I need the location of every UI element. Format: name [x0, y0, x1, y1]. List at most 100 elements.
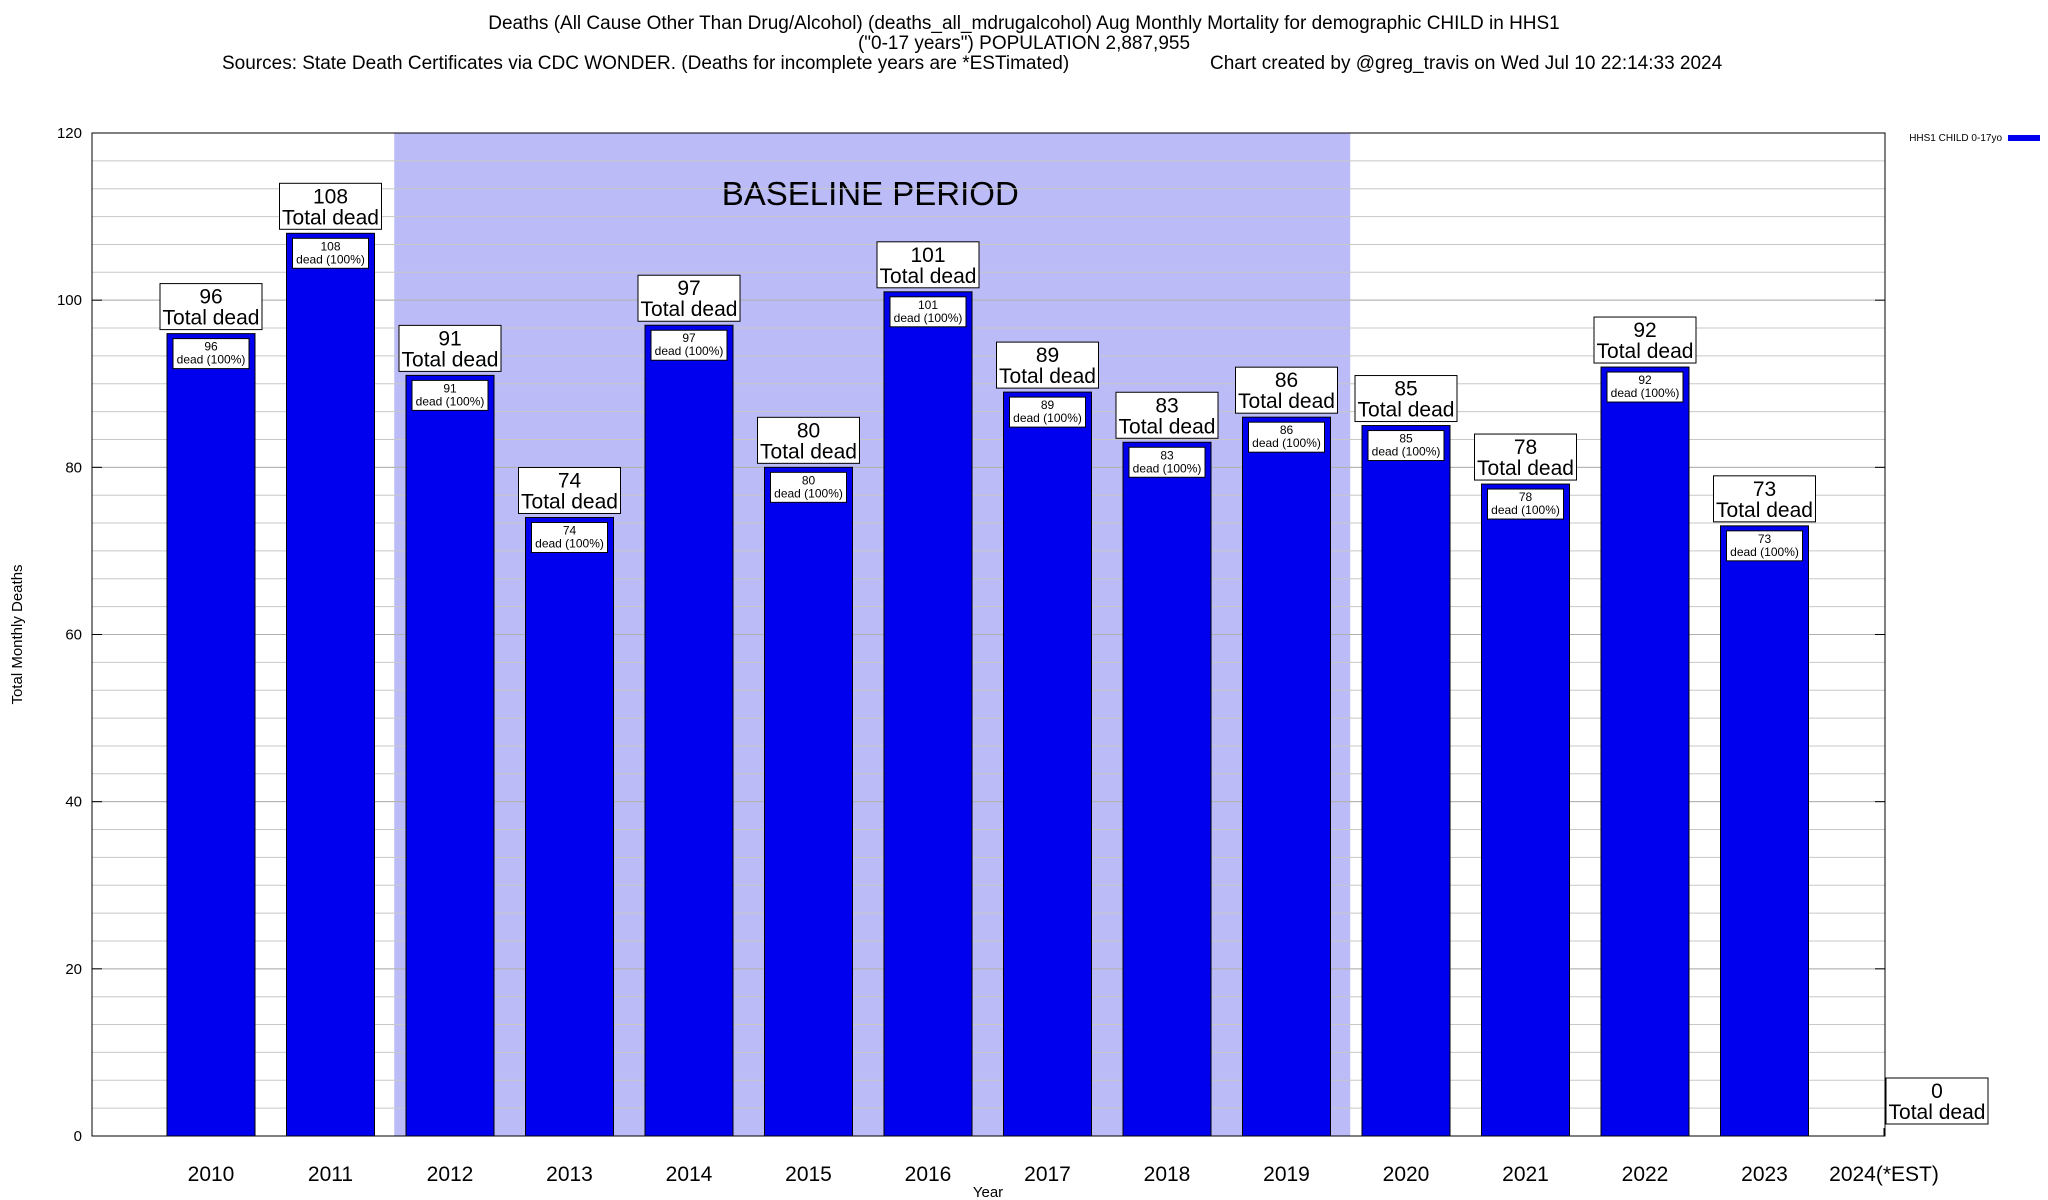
bar-inner-label-box [531, 521, 608, 553]
chart-sources: Sources: State Death Certificates via CD… [222, 53, 1070, 74]
total-label-text: Total dead [282, 206, 379, 229]
total-label-box [159, 283, 263, 331]
x-tick-label: 2011 [308, 1163, 353, 1186]
bar-inner-value: 83 [1160, 448, 1174, 462]
total-label-box [1354, 375, 1458, 423]
bar-inner-label-box [1487, 488, 1564, 520]
bar-inner-value: 89 [1041, 398, 1055, 412]
x-tick-label: 2024(*EST) [1829, 1163, 1939, 1186]
bar-inner-percent: dead (100%) [1491, 503, 1560, 517]
total-label-box [757, 416, 860, 464]
bar-inner-percent: dead (100%) [1252, 436, 1321, 450]
total-label-box [996, 341, 1099, 389]
total-label-value: 108 [313, 185, 348, 208]
bar [1481, 483, 1570, 1137]
bar [1122, 441, 1212, 1137]
total-label-box [876, 241, 980, 289]
bar [525, 516, 614, 1137]
y-tick-label: 60 [65, 627, 82, 644]
total-label-value: 96 [199, 286, 222, 309]
x-tick-label: 2018 [1144, 1163, 1191, 1186]
bar-inner-value: 92 [1638, 373, 1652, 387]
bar [644, 324, 734, 1137]
chart-title: Deaths (All Cause Other Than Drug/Alcoho… [488, 13, 1560, 34]
bar-inner-label-box [650, 329, 728, 361]
total-label-box [1235, 366, 1338, 414]
x-tick-label: 2023 [1741, 1163, 1788, 1186]
bar-inner-value: 97 [682, 331, 696, 345]
total-label-value: 101 [910, 244, 945, 267]
total-label-value: 74 [558, 469, 582, 492]
bar [883, 291, 973, 1137]
chart-subtitle: ("0-17 years") POPULATION 2,887,955 [857, 33, 1191, 54]
bar [286, 232, 375, 1137]
total-label-box [1115, 391, 1219, 439]
total-label-value: 86 [1275, 369, 1298, 392]
bar-inner-value: 78 [1519, 490, 1533, 504]
total-label-box [518, 466, 621, 514]
total-label-text: Total dead [1119, 415, 1216, 438]
bar-inner-value: 74 [563, 523, 577, 537]
y-tick-label: 20 [65, 961, 82, 978]
x-tick-label: 2015 [785, 1163, 832, 1186]
y-tick-label: 80 [65, 459, 82, 476]
bar [1361, 425, 1451, 1137]
bar-inner-value: 73 [1758, 532, 1772, 546]
x-tick-label: 2022 [1622, 1163, 1669, 1186]
x-tick-label: 2016 [905, 1163, 952, 1186]
total-label-text: Total dead [1358, 399, 1455, 422]
total-label-text: Total dead [1889, 1101, 1986, 1124]
chart-credit: Chart created by @greg_travis on Wed Jul… [1210, 53, 1723, 74]
bar-inner-percent: dead (100%) [774, 486, 843, 500]
bar-inner-value: 101 [918, 298, 938, 312]
bar-inner-percent: dead (100%) [1013, 411, 1082, 425]
total-label-text: Total dead [1477, 457, 1574, 480]
bar-inner-percent: dead (100%) [535, 536, 604, 550]
total-label-box [1593, 316, 1697, 364]
total-label-box [1474, 433, 1577, 481]
x-tick-label: 2014 [666, 1163, 713, 1186]
bar-inner-percent: dead (100%) [655, 344, 724, 358]
bar-inner-label-box [411, 379, 489, 411]
total-label-value: 83 [1155, 394, 1178, 417]
bar-inner-percent: dead (100%) [1730, 545, 1799, 559]
total-label-text: Total dead [760, 440, 857, 463]
bar-inner-percent: dead (100%) [296, 252, 365, 266]
bar [1242, 416, 1331, 1137]
x-tick-label: 2020 [1383, 1163, 1430, 1186]
bar-inner-label-box [172, 338, 250, 370]
total-label-text: Total dead [999, 365, 1096, 388]
total-label-value: 85 [1394, 378, 1417, 401]
total-label-text: Total dead [1716, 499, 1813, 522]
bar-inner-label-box [1248, 421, 1325, 453]
x-tick-label: 2013 [546, 1163, 593, 1186]
bar [1600, 366, 1690, 1137]
y-tick-label: 120 [57, 125, 82, 142]
bar [1003, 391, 1092, 1137]
x-tick-label: 2017 [1024, 1163, 1071, 1186]
total-label-box [637, 274, 741, 322]
bar-inner-label-box [1128, 446, 1206, 478]
total-label-value: 91 [438, 327, 461, 350]
bar-inner-label-box [1367, 430, 1445, 462]
bar-inner-label-box [1726, 530, 1803, 562]
x-tick-label: 2012 [427, 1163, 474, 1186]
total-label-box [1713, 475, 1816, 523]
plot-border [91, 132, 1886, 1137]
bar-inner-value: 86 [1280, 423, 1294, 437]
bar-inner-value: 96 [204, 340, 218, 354]
x-tick-label: 2021 [1502, 1163, 1549, 1186]
y-tick-label: 0 [74, 1128, 82, 1145]
total-label-value: 80 [797, 419, 820, 442]
total-label-text: Total dead [880, 265, 977, 288]
x-axis-label: Year [973, 1184, 1003, 1200]
total-label-text: Total dead [521, 490, 618, 513]
x-tick-label: 2019 [1263, 1163, 1310, 1186]
total-label-value: 89 [1036, 344, 1059, 367]
total-label-value: 73 [1753, 478, 1776, 501]
bar [405, 374, 495, 1137]
bar-inner-percent: dead (100%) [416, 394, 485, 408]
legend-label: HHS1 CHILD 0-17yo [1909, 133, 2002, 144]
bar-inner-percent: dead (100%) [177, 353, 246, 367]
